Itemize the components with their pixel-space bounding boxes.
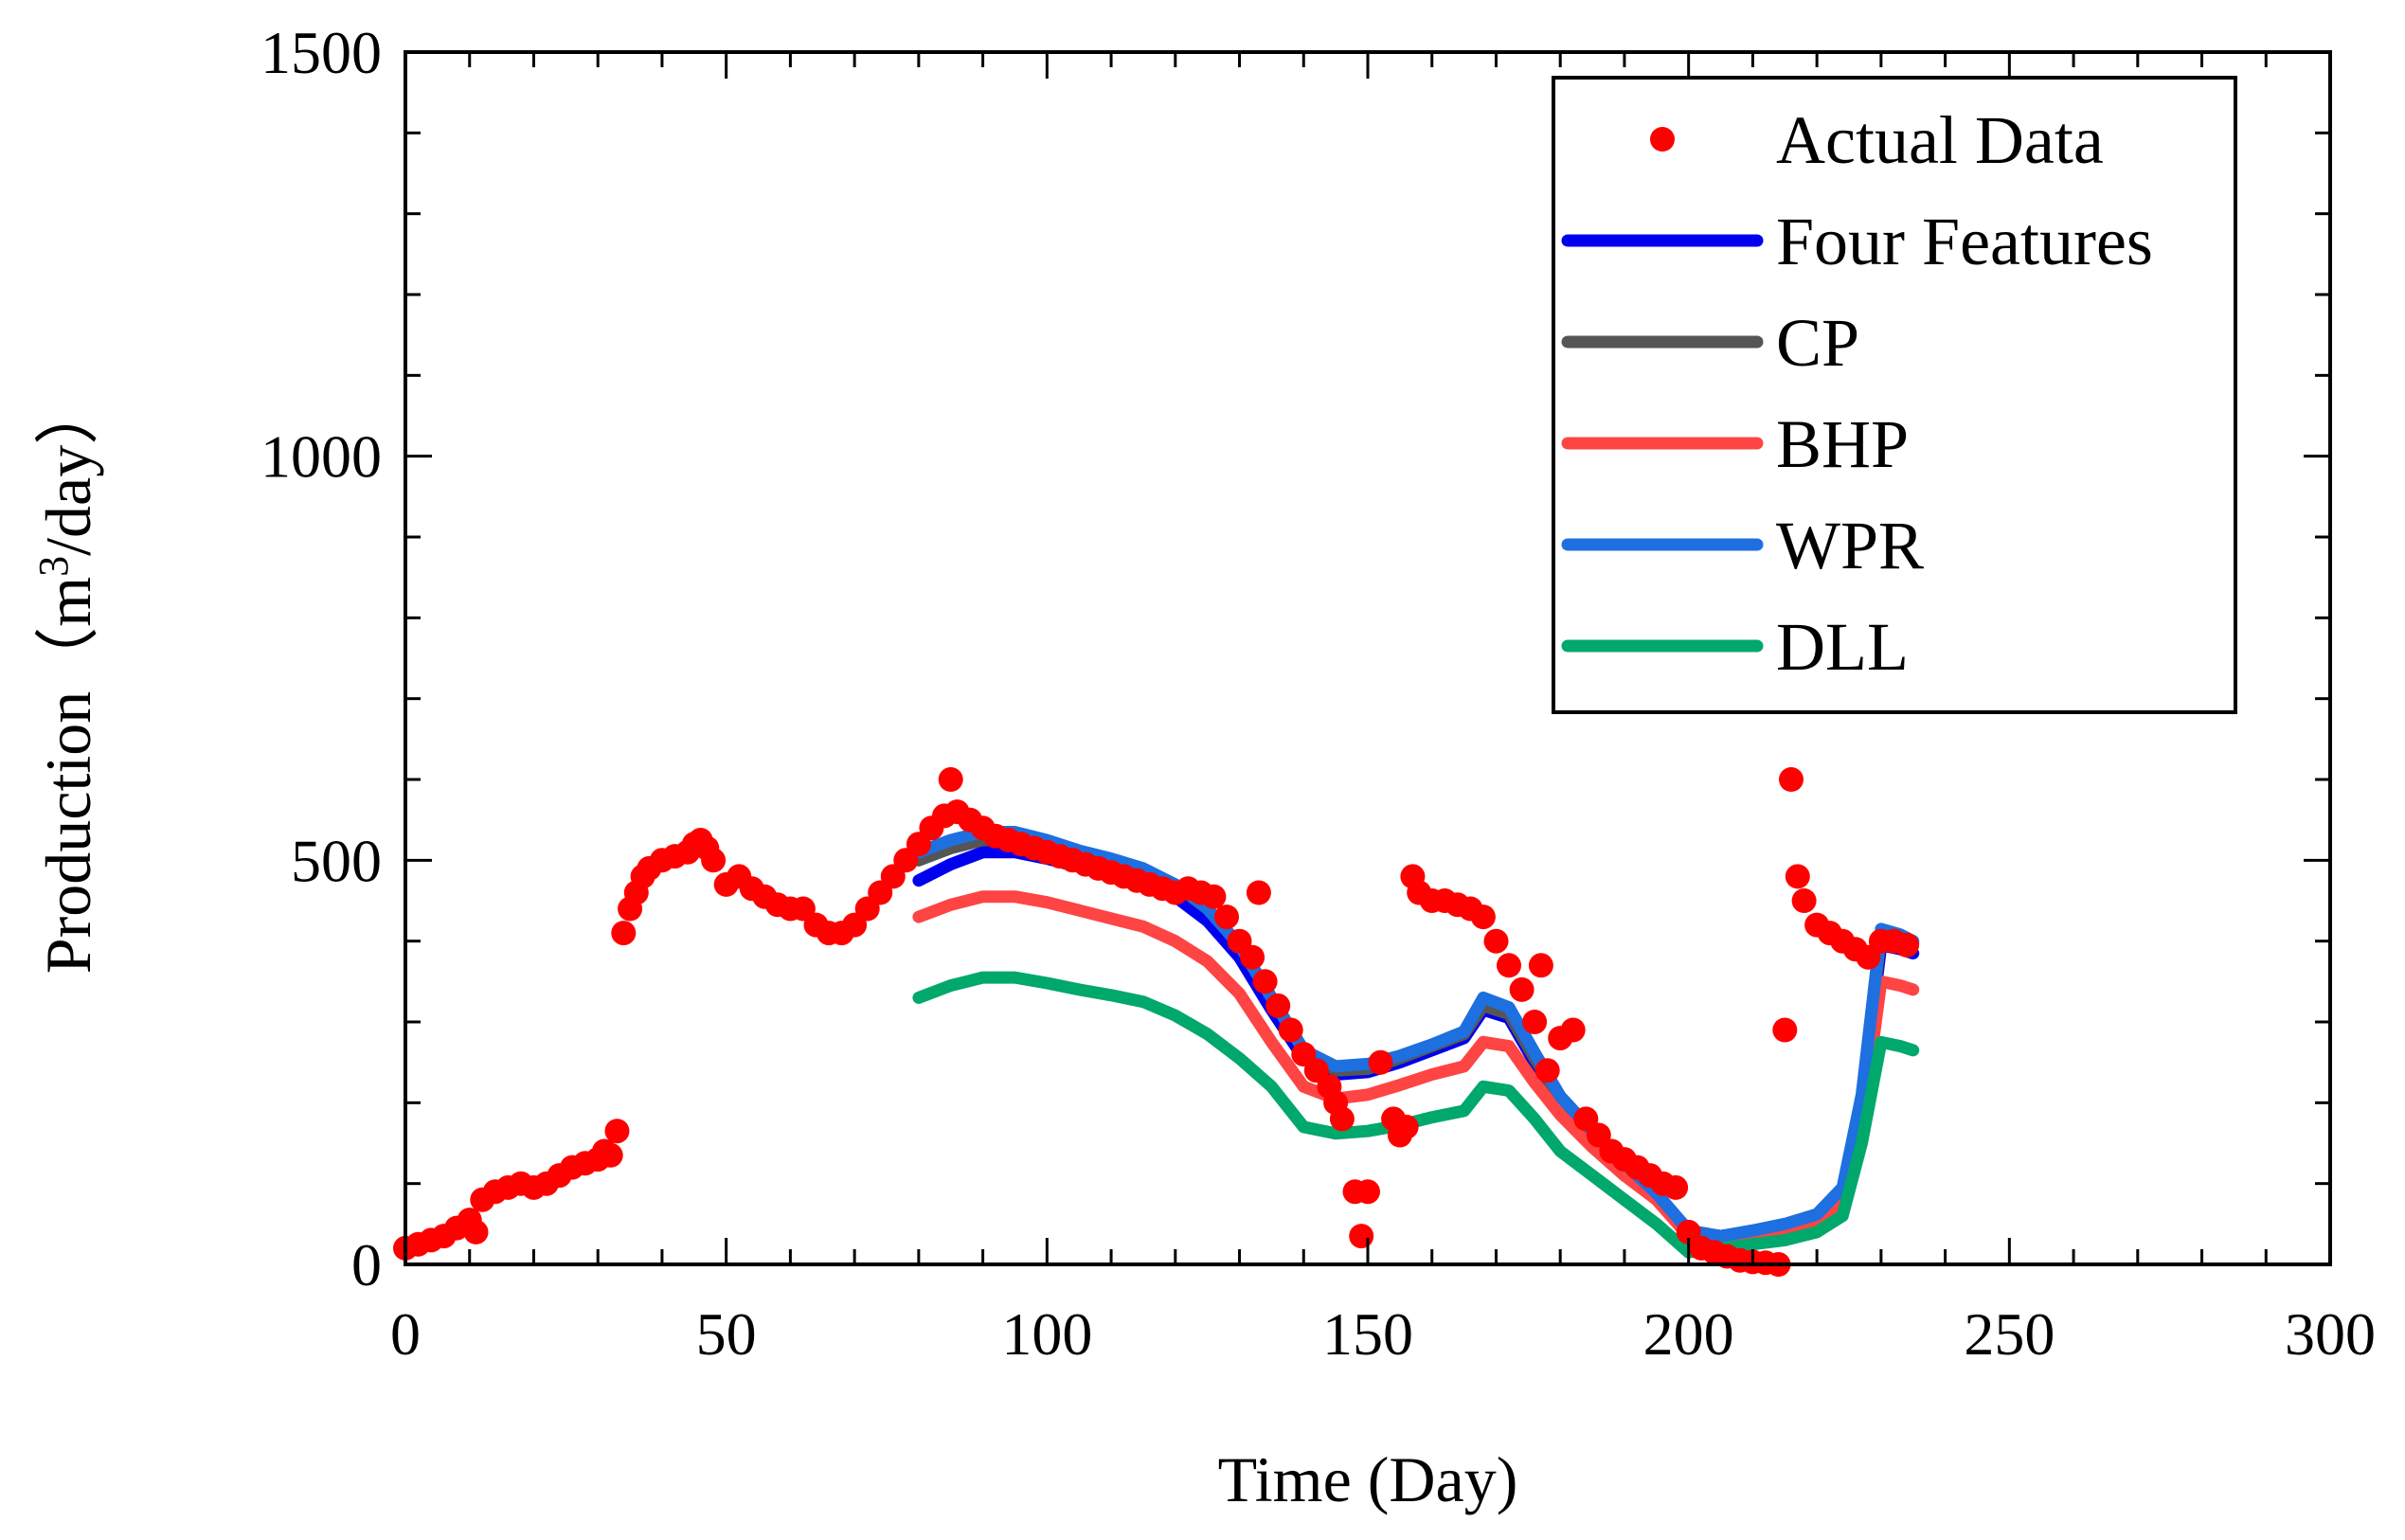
actual-data-point — [1791, 888, 1817, 913]
actual-data-point — [1663, 1174, 1689, 1200]
legend-label-dll: DLL — [1776, 609, 1909, 685]
actual-data-point — [1535, 1058, 1560, 1083]
actual-data-point — [1509, 976, 1535, 1002]
y-tick-label: 0 — [351, 1231, 382, 1298]
actual-data-point — [598, 1142, 623, 1168]
actual-data-point — [1560, 1017, 1586, 1043]
x-tick-label: 100 — [1001, 1300, 1092, 1368]
x-tick-label: 150 — [1322, 1300, 1413, 1368]
x-tick-label: 250 — [1964, 1300, 2055, 1368]
actual-data-point — [701, 848, 727, 873]
y-tick-label: 1500 — [260, 19, 382, 86]
actual-data-point — [1894, 932, 1919, 958]
actual-data-point — [1368, 1049, 1393, 1075]
actual-data-point — [1497, 953, 1521, 978]
y-axis-title-suffix: /day） — [32, 381, 104, 556]
legend-label-wpr: WPR — [1776, 508, 1924, 583]
actual-data-point — [463, 1219, 489, 1245]
y-axis-ticks: 0 500 1000 1500 — [260, 19, 2330, 1298]
x-tick-label: 50 — [696, 1300, 757, 1368]
actual-data-point — [1528, 953, 1553, 978]
actual-data-point — [611, 921, 637, 946]
legend-label-four-features: Four Features — [1776, 204, 2153, 279]
actual-data-point — [1470, 904, 1496, 930]
actual-data-points — [393, 767, 1919, 1277]
x-tick-label: 300 — [2285, 1300, 2376, 1368]
actual-data-point — [938, 767, 963, 792]
series-line-wpr — [912, 826, 1920, 1243]
x-axis-ticks: 0 50 100 150 200 250 300 — [390, 52, 2376, 1368]
y-tick-label: 1000 — [260, 423, 382, 491]
y-axis-title-superscript: 3 — [30, 556, 77, 577]
x-axis-title: Time (Day) — [1218, 1443, 1518, 1515]
actual-data-point — [1329, 1106, 1355, 1132]
actual-data-point — [1265, 993, 1291, 1018]
legend-label-bhp: BHP — [1776, 406, 1909, 482]
series-line-dll — [912, 971, 1920, 1259]
actual-data-point — [1779, 767, 1804, 792]
legend-label-cp: CP — [1776, 305, 1859, 381]
actual-data-point — [604, 1119, 630, 1144]
x-tick-label: 0 — [390, 1300, 421, 1368]
actual-data-point — [1522, 1010, 1548, 1034]
actual-data-point — [1201, 884, 1227, 909]
actual-data-point — [1349, 1224, 1374, 1249]
y-axis-title-prefix: Production（m — [32, 577, 104, 974]
legend-label-actual-data: Actual Data — [1776, 102, 2104, 178]
actual-data-point — [1483, 928, 1509, 954]
actual-data-point — [1240, 944, 1265, 970]
actual-data-point — [1278, 1017, 1303, 1043]
legend: Actual Data Four Features CP BHP WPR DLL — [1552, 76, 2237, 714]
legend-box — [1552, 76, 2237, 714]
x-tick-label: 200 — [1643, 1300, 1734, 1368]
y-axis-title: Production（m3/day） — [30, 381, 105, 974]
legend-marker-actual-data — [1650, 127, 1675, 152]
actual-data-point — [1246, 880, 1271, 905]
actual-data-point — [1393, 1114, 1419, 1139]
series-line-bhp — [912, 890, 1920, 1246]
actual-data-point — [1252, 969, 1278, 994]
y-tick-label: 500 — [291, 827, 382, 894]
actual-data-point — [1772, 1017, 1798, 1043]
actual-data-point — [1355, 1179, 1380, 1205]
actual-data-point — [1214, 904, 1239, 930]
actual-data-point — [1785, 864, 1810, 889]
